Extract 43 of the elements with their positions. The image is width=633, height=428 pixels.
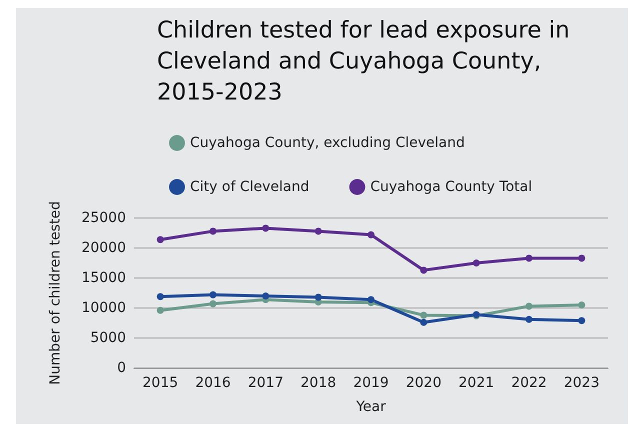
point bbox=[526, 254, 532, 262]
y-tick-label: 0 bbox=[117, 360, 126, 376]
legend-label: Cuyahoga County, excluding Cleveland bbox=[190, 135, 465, 151]
point bbox=[314, 294, 322, 301]
legend-label: Cuyahoga County Total bbox=[370, 179, 532, 195]
x-tick-label: 2017 bbox=[248, 375, 284, 391]
x-tick-label: 2019 bbox=[353, 375, 389, 391]
y-tick-label: 20000 bbox=[81, 240, 126, 256]
x-tick-label: 2022 bbox=[511, 375, 547, 391]
point bbox=[420, 318, 428, 326]
point bbox=[156, 306, 164, 314]
point bbox=[368, 296, 374, 304]
chart-title: Children tested for lead exposure in Cleveland and Cuyahoga County, 2015-2023 bbox=[157, 18, 577, 106]
point bbox=[420, 266, 428, 274]
point bbox=[210, 291, 216, 298]
point bbox=[578, 254, 586, 262]
point bbox=[578, 317, 586, 324]
point bbox=[314, 228, 322, 235]
x-tick-label: 2016 bbox=[195, 375, 231, 391]
x-tick-label: 2020 bbox=[406, 375, 442, 391]
y-tick-label: 10000 bbox=[81, 300, 126, 316]
point bbox=[262, 224, 270, 232]
point bbox=[420, 312, 428, 319]
x-tick-label: 2018 bbox=[300, 375, 336, 391]
y-axis-title: Number of children tested bbox=[48, 201, 64, 385]
x-tick-label: 2015 bbox=[142, 375, 178, 391]
point bbox=[526, 316, 532, 323]
point bbox=[472, 260, 480, 266]
y-tick-label: 5000 bbox=[90, 330, 126, 346]
point bbox=[368, 231, 374, 238]
point bbox=[578, 302, 586, 308]
point bbox=[262, 292, 270, 300]
point bbox=[210, 228, 216, 235]
legend-label: City of Cleveland bbox=[190, 179, 310, 195]
point bbox=[526, 302, 532, 310]
point bbox=[210, 300, 216, 308]
y-tick-label: 15000 bbox=[81, 270, 126, 286]
x-tick-label: 2021 bbox=[458, 375, 494, 391]
x-tick-label: 2023 bbox=[564, 375, 600, 391]
y-tick-label: 25000 bbox=[81, 210, 126, 226]
point bbox=[156, 293, 164, 300]
x-axis-title: Year bbox=[355, 399, 386, 415]
point bbox=[156, 236, 164, 244]
